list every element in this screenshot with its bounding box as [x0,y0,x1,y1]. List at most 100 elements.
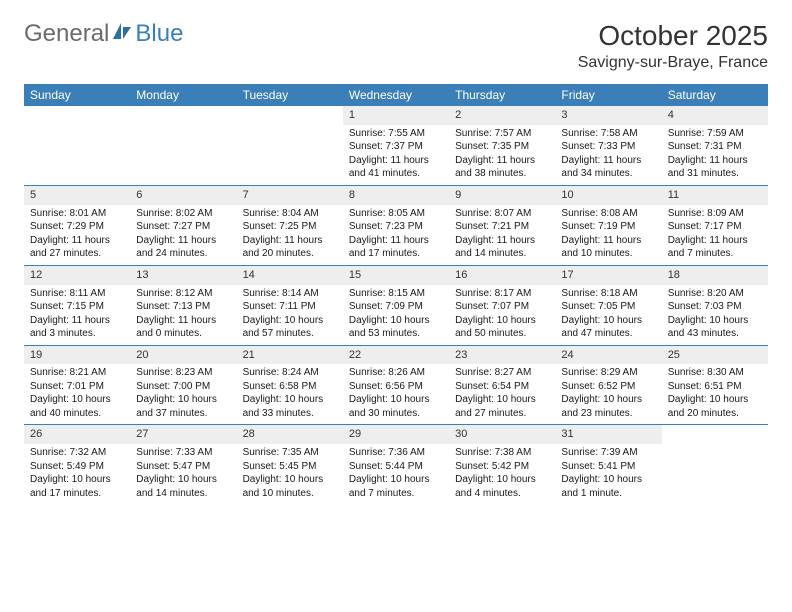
day-details: Sunrise: 8:15 AMSunset: 7:09 PMDaylight:… [343,285,449,345]
calendar-cell: 12Sunrise: 8:11 AMSunset: 7:15 PMDayligh… [24,266,130,345]
sunrise-text: Sunrise: 7:59 AM [668,127,762,141]
calendar-cell: 10Sunrise: 8:08 AMSunset: 7:19 PMDayligh… [555,186,661,265]
calendar-cell: 22Sunrise: 8:26 AMSunset: 6:56 PMDayligh… [343,346,449,425]
daylight-text: Daylight: 10 hours and 4 minutes. [455,473,549,500]
sunrise-text: Sunrise: 8:05 AM [349,207,443,221]
day-details: Sunrise: 7:59 AMSunset: 7:31 PMDaylight:… [662,125,768,185]
sunrise-text: Sunrise: 8:27 AM [455,366,549,380]
day-details: Sunrise: 8:21 AMSunset: 7:01 PMDaylight:… [24,364,130,424]
daylight-text: Daylight: 10 hours and 14 minutes. [136,473,230,500]
sunrise-text: Sunrise: 8:11 AM [30,287,124,301]
daylight-text: Daylight: 11 hours and 20 minutes. [243,234,337,261]
sunset-text: Sunset: 5:49 PM [30,460,124,474]
day-header: Wednesday [343,84,449,106]
day-number: 21 [237,346,343,365]
day-number: 10 [555,186,661,205]
sunrise-text: Sunrise: 8:04 AM [243,207,337,221]
calendar-week-row: 1Sunrise: 7:55 AMSunset: 7:37 PMDaylight… [24,106,768,185]
sunset-text: Sunset: 5:45 PM [243,460,337,474]
calendar-cell [237,106,343,185]
day-details: Sunrise: 8:30 AMSunset: 6:51 PMDaylight:… [662,364,768,424]
sunrise-text: Sunrise: 7:57 AM [455,127,549,141]
calendar-week-row: 19Sunrise: 8:21 AMSunset: 7:01 PMDayligh… [24,345,768,425]
day-number: 8 [343,186,449,205]
location-label: Savigny-sur-Braye, France [578,54,768,72]
calendar-cell: 17Sunrise: 8:18 AMSunset: 7:05 PMDayligh… [555,266,661,345]
sunset-text: Sunset: 7:25 PM [243,220,337,234]
sunset-text: Sunset: 6:52 PM [561,380,655,394]
day-number: 14 [237,266,343,285]
day-number: 17 [555,266,661,285]
daylight-text: Daylight: 10 hours and 47 minutes. [561,314,655,341]
calendar-cell [130,106,236,185]
sunrise-text: Sunrise: 8:15 AM [349,287,443,301]
daylight-text: Daylight: 11 hours and 38 minutes. [455,154,549,181]
daylight-text: Daylight: 10 hours and 1 minute. [561,473,655,500]
sunset-text: Sunset: 5:47 PM [136,460,230,474]
sunrise-text: Sunrise: 8:23 AM [136,366,230,380]
daylight-text: Daylight: 10 hours and 10 minutes. [243,473,337,500]
day-number: 15 [343,266,449,285]
sunset-text: Sunset: 7:31 PM [668,140,762,154]
day-number: 22 [343,346,449,365]
calendar-cell: 25Sunrise: 8:30 AMSunset: 6:51 PMDayligh… [662,346,768,425]
sunset-text: Sunset: 7:09 PM [349,300,443,314]
calendar-day-header-row: Sunday Monday Tuesday Wednesday Thursday… [24,84,768,106]
day-details: Sunrise: 8:09 AMSunset: 7:17 PMDaylight:… [662,205,768,265]
daylight-text: Daylight: 10 hours and 20 minutes. [668,393,762,420]
sunrise-text: Sunrise: 8:24 AM [243,366,337,380]
sunrise-text: Sunrise: 8:26 AM [349,366,443,380]
day-details: Sunrise: 7:55 AMSunset: 7:37 PMDaylight:… [343,125,449,185]
calendar-cell: 19Sunrise: 8:21 AMSunset: 7:01 PMDayligh… [24,346,130,425]
day-details: Sunrise: 8:01 AMSunset: 7:29 PMDaylight:… [24,205,130,265]
calendar-cell: 2Sunrise: 7:57 AMSunset: 7:35 PMDaylight… [449,106,555,185]
calendar-cell: 14Sunrise: 8:14 AMSunset: 7:11 PMDayligh… [237,266,343,345]
sunset-text: Sunset: 7:21 PM [455,220,549,234]
day-number: 2 [449,106,555,125]
day-number: 9 [449,186,555,205]
sunrise-text: Sunrise: 7:39 AM [561,446,655,460]
sunrise-text: Sunrise: 8:09 AM [668,207,762,221]
calendar-cell [24,106,130,185]
day-details: Sunrise: 8:26 AMSunset: 6:56 PMDaylight:… [343,364,449,424]
calendar-cell: 7Sunrise: 8:04 AMSunset: 7:25 PMDaylight… [237,186,343,265]
calendar-cell: 31Sunrise: 7:39 AMSunset: 5:41 PMDayligh… [555,425,661,504]
day-details: Sunrise: 8:07 AMSunset: 7:21 PMDaylight:… [449,205,555,265]
calendar-cell: 4Sunrise: 7:59 AMSunset: 7:31 PMDaylight… [662,106,768,185]
calendar-cell: 8Sunrise: 8:05 AMSunset: 7:23 PMDaylight… [343,186,449,265]
day-details: Sunrise: 8:11 AMSunset: 7:15 PMDaylight:… [24,285,130,345]
day-header: Thursday [449,84,555,106]
day-number: 16 [449,266,555,285]
daylight-text: Daylight: 10 hours and 50 minutes. [455,314,549,341]
sunrise-text: Sunrise: 7:32 AM [30,446,124,460]
sunrise-text: Sunrise: 8:08 AM [561,207,655,221]
calendar-cell: 15Sunrise: 8:15 AMSunset: 7:09 PMDayligh… [343,266,449,345]
daylight-text: Daylight: 11 hours and 10 minutes. [561,234,655,261]
daylight-text: Daylight: 10 hours and 43 minutes. [668,314,762,341]
day-details: Sunrise: 8:24 AMSunset: 6:58 PMDaylight:… [237,364,343,424]
calendar-cell: 30Sunrise: 7:38 AMSunset: 5:42 PMDayligh… [449,425,555,504]
calendar-cell: 18Sunrise: 8:20 AMSunset: 7:03 PMDayligh… [662,266,768,345]
sunrise-text: Sunrise: 8:21 AM [30,366,124,380]
day-details: Sunrise: 8:23 AMSunset: 7:00 PMDaylight:… [130,364,236,424]
sunset-text: Sunset: 7:15 PM [30,300,124,314]
day-details: Sunrise: 7:58 AMSunset: 7:33 PMDaylight:… [555,125,661,185]
sunrise-text: Sunrise: 7:55 AM [349,127,443,141]
calendar-cell: 11Sunrise: 8:09 AMSunset: 7:17 PMDayligh… [662,186,768,265]
day-details: Sunrise: 8:20 AMSunset: 7:03 PMDaylight:… [662,285,768,345]
daylight-text: Daylight: 11 hours and 0 minutes. [136,314,230,341]
day-number: 24 [555,346,661,365]
sunset-text: Sunset: 7:01 PM [30,380,124,394]
daylight-text: Daylight: 11 hours and 24 minutes. [136,234,230,261]
sunrise-text: Sunrise: 8:20 AM [668,287,762,301]
day-details: Sunrise: 8:05 AMSunset: 7:23 PMDaylight:… [343,205,449,265]
day-details: Sunrise: 7:36 AMSunset: 5:44 PMDaylight:… [343,444,449,504]
calendar-cell: 20Sunrise: 8:23 AMSunset: 7:00 PMDayligh… [130,346,236,425]
calendar-cell: 24Sunrise: 8:29 AMSunset: 6:52 PMDayligh… [555,346,661,425]
sunrise-text: Sunrise: 8:07 AM [455,207,549,221]
sunrise-text: Sunrise: 8:30 AM [668,366,762,380]
daylight-text: Daylight: 10 hours and 33 minutes. [243,393,337,420]
calendar-cell: 26Sunrise: 7:32 AMSunset: 5:49 PMDayligh… [24,425,130,504]
sunset-text: Sunset: 6:58 PM [243,380,337,394]
calendar-cell: 27Sunrise: 7:33 AMSunset: 5:47 PMDayligh… [130,425,236,504]
